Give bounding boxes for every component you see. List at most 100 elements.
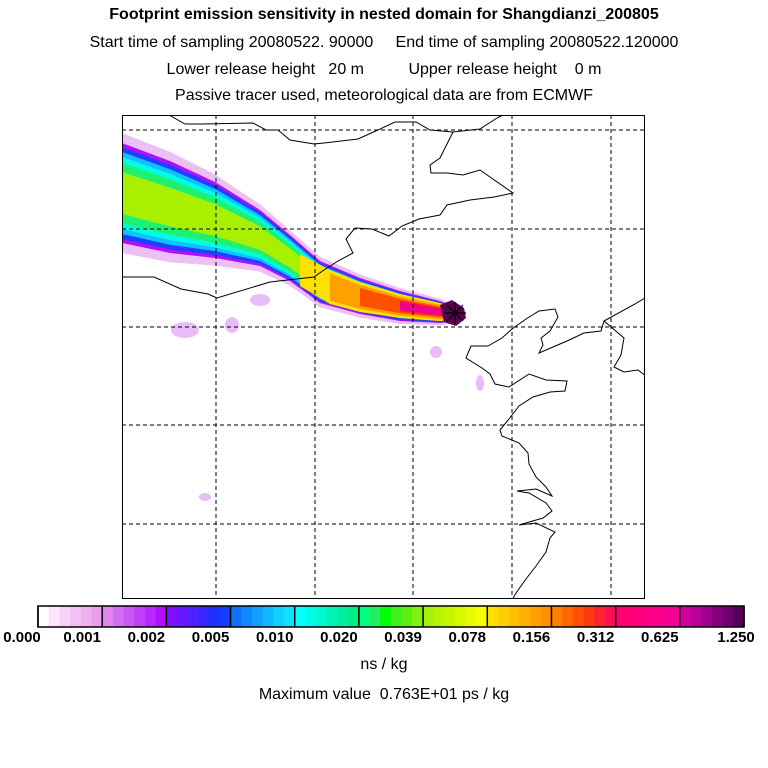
colorbar-swatch xyxy=(187,606,199,627)
tracer-info: Passive tracer used, meteorological data… xyxy=(175,87,593,104)
colorbar-swatch xyxy=(70,606,82,627)
colorbar-swatch xyxy=(540,606,552,627)
colorbar-swatch xyxy=(423,606,435,627)
colorbar-swatch xyxy=(91,606,103,627)
colorbar-swatch xyxy=(134,606,146,627)
colorbar-swatch xyxy=(615,606,627,627)
colorbar-tick-label: 0.312 xyxy=(576,629,615,646)
colorbar-swatch xyxy=(476,606,488,627)
colorbar-swatch xyxy=(690,606,702,627)
colorbar-swatch xyxy=(144,606,157,627)
colorbar-swatch xyxy=(358,606,371,627)
faint-emission-spots xyxy=(171,294,484,501)
colorbar-swatch xyxy=(348,606,360,627)
colorbar-tick-label: 0.625 xyxy=(641,629,679,646)
faint-spot xyxy=(250,294,270,306)
colorbar-swatch xyxy=(669,606,681,627)
colorbar-tick-label: 0.001 xyxy=(63,629,101,646)
colorbar-swatch xyxy=(198,606,210,627)
colorbar-swatch xyxy=(711,606,724,627)
colorbar-swatch xyxy=(294,606,306,627)
colorbar-swatch xyxy=(48,606,60,627)
colorbar-swatch xyxy=(241,606,253,627)
colorbar-swatch xyxy=(391,606,403,627)
colorbar-swatch xyxy=(230,606,242,627)
colorbar-swatch xyxy=(551,606,563,627)
plot-title: Footprint emission sensitivity in nested… xyxy=(109,6,659,23)
coastline xyxy=(465,298,644,598)
coastline xyxy=(168,115,504,145)
coastline xyxy=(603,320,644,376)
colorbar-swatch xyxy=(166,606,178,627)
colorbar-tick-label: 0.020 xyxy=(320,629,358,646)
colorbar-swatch xyxy=(572,606,585,627)
colorbar-swatch xyxy=(647,606,659,627)
sampling-times: Start time of sampling 20080522. 90000 E… xyxy=(89,34,679,51)
colorbar-swatch xyxy=(594,606,606,627)
lat-lon-grid xyxy=(122,115,644,598)
colorbar-swatch xyxy=(562,606,574,627)
colorbar-swatch xyxy=(305,606,317,627)
colorbar-tick-label: 0.000 xyxy=(3,629,41,646)
faint-spot xyxy=(476,375,484,391)
colorbar-swatch xyxy=(273,606,285,627)
colorbar-swatch xyxy=(444,606,456,627)
coastlines xyxy=(123,115,644,598)
colorbar-tick-label: 0.010 xyxy=(255,629,294,646)
colorbar-swatch xyxy=(326,606,339,627)
emission-plume xyxy=(122,133,466,326)
colorbar-swatch xyxy=(80,606,92,627)
colorbar-tick-label: 0.156 xyxy=(512,629,551,646)
plume-contour xyxy=(122,172,460,318)
colorbar-swatch xyxy=(497,606,510,627)
map-frame xyxy=(122,115,645,599)
station-marker-icon xyxy=(444,302,466,324)
colorbar-swatch xyxy=(102,606,114,627)
colorbar-swatch xyxy=(701,606,713,627)
colorbar xyxy=(37,605,745,628)
colorbar-tick-label: 0.005 xyxy=(191,629,230,646)
colorbar-swatch xyxy=(487,606,499,627)
colorbar-swatch xyxy=(433,606,445,627)
coastline xyxy=(123,131,515,299)
colorbar-tick-label: 0.039 xyxy=(384,629,422,646)
colorbar-swatch xyxy=(401,606,413,627)
colorbar-swatch xyxy=(583,606,595,627)
colorbar-swatch xyxy=(380,606,392,627)
colorbar-swatch xyxy=(530,606,542,627)
colorbar-swatch xyxy=(316,606,328,627)
faint-spot xyxy=(225,317,239,333)
colorbar-swatch xyxy=(177,606,189,627)
colorbar-tick-label: 0.002 xyxy=(127,629,166,646)
colorbar-swatch xyxy=(455,606,467,627)
colorbar-swatch xyxy=(59,606,71,627)
faint-spot xyxy=(199,493,211,501)
colorbar-swatch xyxy=(733,606,745,627)
colorbar-swatch xyxy=(604,606,617,627)
maximum-value: Maximum value 0.763E+01 ps / kg xyxy=(258,686,510,703)
colorbar-swatch xyxy=(284,606,296,627)
colorbar-tick-label: 1.250 xyxy=(717,629,755,646)
colorbar-swatch xyxy=(219,606,232,627)
colorbar-swatch xyxy=(38,606,50,627)
release-heights: Lower release height 20 m Upper release … xyxy=(166,61,602,78)
colorbar-swatch xyxy=(679,606,692,627)
colorbar-swatch xyxy=(637,606,649,627)
colorbar-swatch xyxy=(626,606,638,627)
colorbar-swatch xyxy=(412,606,424,627)
faint-spot xyxy=(171,322,199,338)
colorbar-swatch xyxy=(508,606,520,627)
colorbar-swatch xyxy=(369,606,381,627)
colorbar-swatch xyxy=(337,606,349,627)
colorbar-swatch xyxy=(722,606,734,627)
colorbar-swatch xyxy=(155,606,167,627)
colorbar-swatch xyxy=(465,606,478,627)
colorbar-swatch xyxy=(112,606,125,627)
colorbar-swatch xyxy=(251,606,264,627)
colorbar-swatch xyxy=(658,606,670,627)
colorbar-swatch xyxy=(519,606,531,627)
colorbar-swatch xyxy=(209,606,221,627)
colorbar-swatch xyxy=(123,606,135,627)
